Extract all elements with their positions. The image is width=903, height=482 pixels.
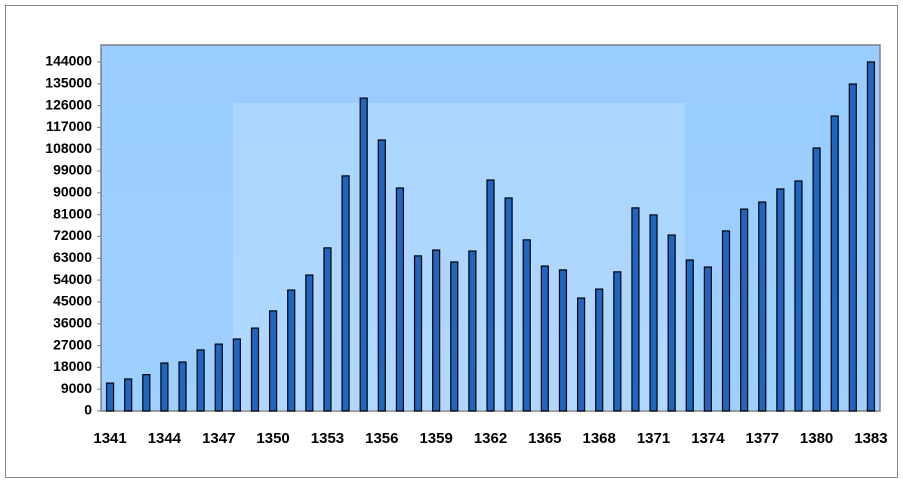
bar (741, 209, 748, 411)
bar (723, 231, 730, 411)
x-tick-label: 1362 (474, 430, 507, 447)
y-tick-label: 72000 (53, 227, 92, 243)
bar (704, 267, 711, 411)
bar (161, 363, 168, 411)
bar (632, 208, 639, 411)
bar (215, 344, 222, 411)
bar (559, 270, 566, 411)
x-tick-label: 1344 (148, 430, 182, 447)
y-tick-label: 126000 (45, 96, 92, 112)
bar (233, 339, 240, 411)
bar (541, 266, 548, 411)
bar (759, 202, 766, 411)
y-tick-label: 9000 (61, 380, 92, 396)
bar (614, 272, 621, 411)
bar (396, 188, 403, 411)
y-tick-label: 27000 (53, 336, 92, 352)
y-tick-label: 90000 (53, 184, 92, 200)
bar (324, 248, 331, 411)
bar (668, 235, 675, 411)
y-tick-label: 0 (84, 402, 92, 418)
x-tick-label: 1356 (365, 430, 398, 447)
y-tick-label: 18000 (53, 358, 92, 374)
y-tick-label: 63000 (53, 249, 92, 265)
x-tick-label: 1377 (746, 430, 779, 447)
y-tick-label: 54000 (53, 271, 92, 287)
bar (867, 62, 874, 411)
bar (378, 140, 385, 411)
x-tick-label: 1365 (528, 430, 561, 447)
bar (288, 290, 295, 411)
bar (505, 198, 512, 411)
y-tick-label: 108000 (45, 140, 92, 156)
bar (143, 375, 150, 411)
bar (451, 262, 458, 411)
y-tick-label: 45000 (53, 293, 92, 309)
bar (251, 328, 258, 411)
bar (813, 148, 820, 411)
bar (306, 275, 313, 411)
x-tick-label: 1353 (311, 430, 344, 447)
bar (777, 189, 784, 411)
x-tick-label: 1368 (583, 430, 616, 447)
bar (270, 311, 277, 411)
x-tick-label: 1371 (637, 430, 670, 447)
y-tick-label: 99000 (53, 162, 92, 178)
x-tick-label: 1350 (256, 430, 289, 447)
bar (650, 215, 657, 411)
bar (578, 298, 585, 411)
bar (433, 250, 440, 411)
x-tick-label: 1383 (854, 430, 887, 447)
x-tick-label: 1359 (419, 430, 452, 447)
bar (469, 251, 476, 411)
y-tick-label: 81000 (53, 205, 92, 221)
bar (831, 116, 838, 411)
x-tick-label: 1380 (800, 430, 833, 447)
bar (795, 181, 802, 411)
chart: 0 9000 18000 27000 36000 45000 54000 63000 72000… (0, 0, 903, 482)
x-tick-label: 1347 (202, 430, 235, 447)
y-tick-label: 36000 (53, 314, 92, 330)
bar (179, 362, 186, 411)
bar (197, 350, 204, 411)
x-tick-label: 1374 (691, 430, 725, 447)
bar (360, 98, 367, 411)
y-tick-label: 135000 (45, 74, 92, 90)
bar (415, 256, 422, 411)
bar (107, 383, 114, 411)
x-tick-label: 1341 (93, 430, 126, 447)
y-tick-label: 117000 (46, 118, 92, 134)
bar (125, 379, 132, 411)
bar (596, 289, 603, 411)
bar (523, 240, 530, 411)
bar (686, 260, 693, 411)
y-tick-label: 144000 (45, 53, 92, 69)
bar (849, 84, 856, 411)
bar (487, 180, 494, 411)
bar (342, 176, 349, 411)
